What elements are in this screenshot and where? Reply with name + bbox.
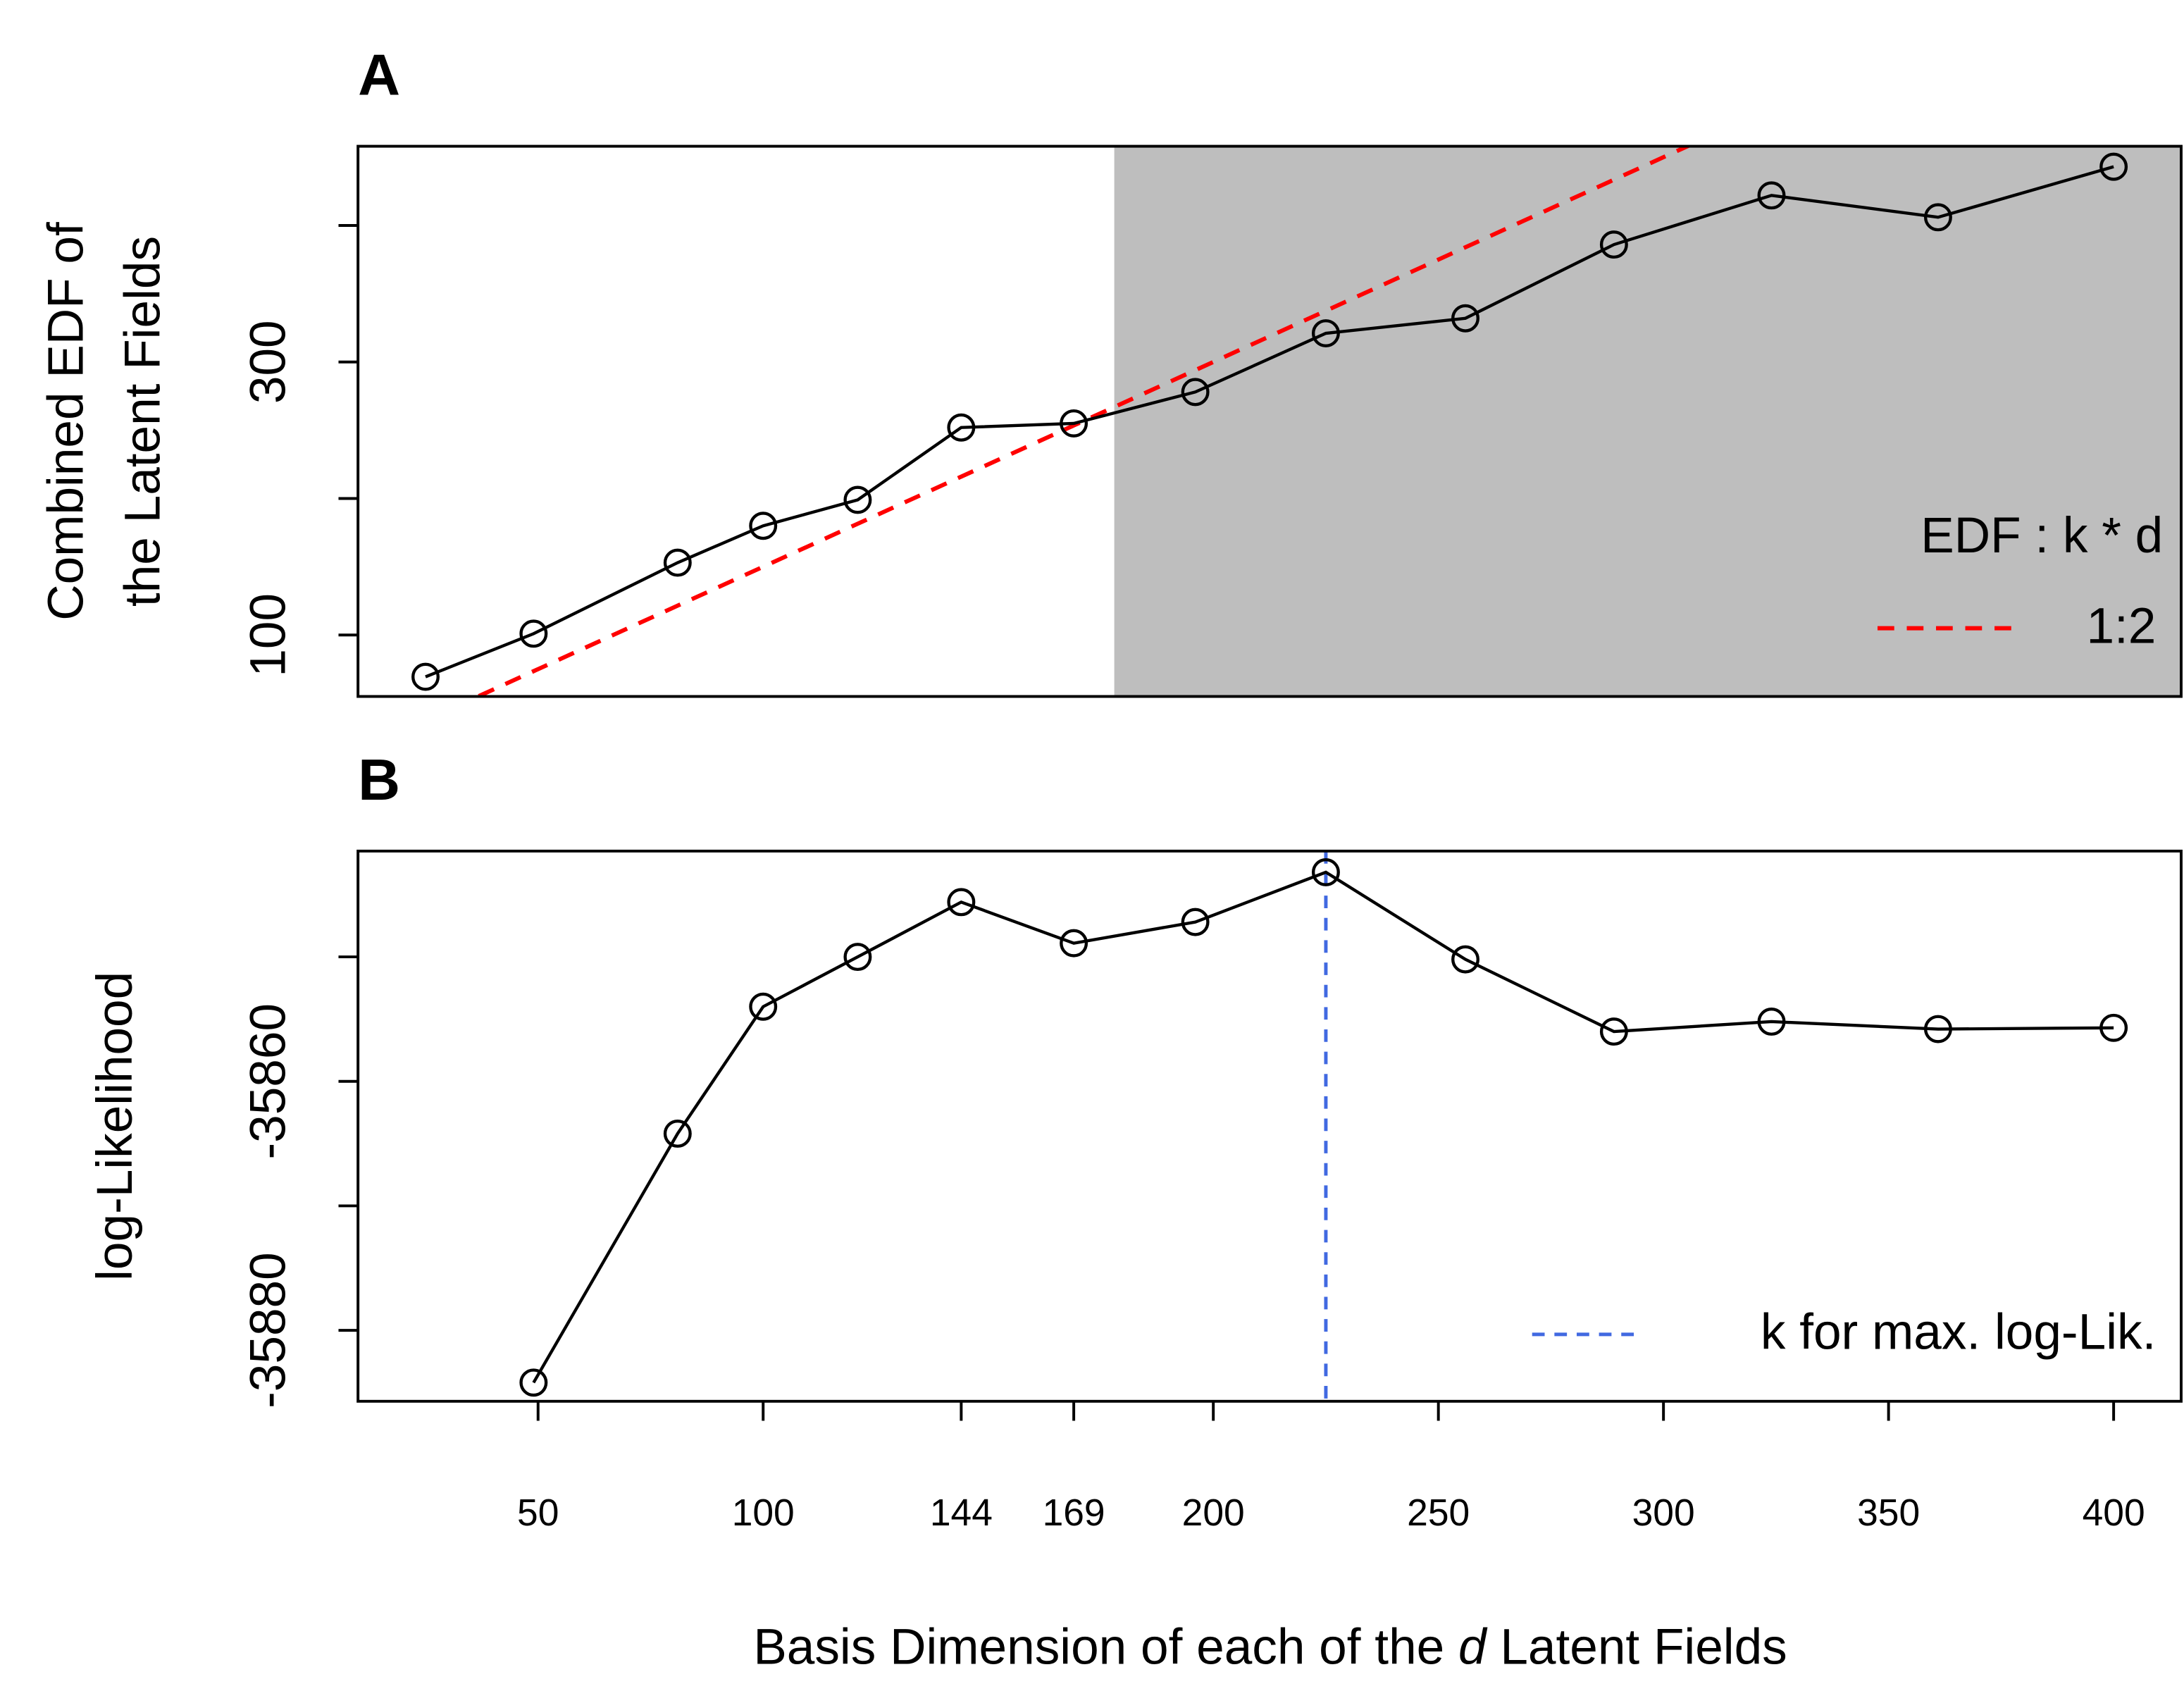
data-point [663,1119,692,1148]
data-point [2099,152,2128,181]
plot-area [425,146,2181,697]
y-axis-label: log-Likelihood [87,972,143,1281]
legend-title: EDF : k * d [1921,508,2163,564]
y-tick-label: 100 [240,593,296,677]
x-axis-label: Basis Dimension of each of the d Latent … [753,1619,1787,1675]
plot-frame [356,144,2183,698]
data-point [843,943,872,972]
data-line [425,165,2114,679]
data-point [1451,304,1479,333]
y-tick-label: -35860 [240,1003,296,1160]
data-point [947,413,976,442]
plot-area [532,850,2114,1401]
y-axis-label: Combined EDF of [39,222,94,621]
shaded-region [1114,146,2181,697]
x-tick-label: 200 [1182,1492,1245,1534]
data-point [749,992,778,1021]
y-tick-label: 300 [240,320,296,404]
data-point [1599,230,1628,259]
data-point [663,548,692,577]
data-point [1923,203,1952,232]
data-point [1757,181,1786,210]
data-point [1060,929,1088,958]
x-tick-label: 250 [1407,1492,1470,1534]
data-point [1181,908,1210,936]
x-axis-label-part: d [1458,1619,1488,1675]
x-tick-label: 144 [930,1492,993,1534]
data-point [519,1368,548,1397]
legend-label: 1:2 [2086,598,2156,654]
data-point [1060,409,1088,438]
plot-frame [356,849,2183,1403]
data-point [1599,1017,1628,1046]
data-point [1311,319,1340,348]
x-tick-label: 400 [2083,1492,2145,1534]
x-tick-label: 100 [732,1492,795,1534]
reference-line [473,146,1693,697]
x-tick-label: 350 [1857,1492,1920,1534]
data-point [1757,1007,1786,1036]
x-axis-label-part: Basis Dimension of each of the [753,1619,1458,1675]
x-tick-label: 50 [517,1492,559,1534]
x-tick-label: 300 [1632,1492,1695,1534]
y-axis-label: the Latent Fields [115,236,170,607]
panel-title: A [358,42,400,108]
x-tick-label: 169 [1043,1492,1105,1534]
data-point [947,888,976,917]
data-point [411,662,440,691]
data-point [1311,857,1340,886]
data-point [749,512,778,540]
data-point [843,485,872,514]
legend-label: k for max. log-Lik. [1761,1305,2157,1361]
data-line [532,870,2114,1384]
panel-title: B [358,747,400,812]
x-axis-label-part: Latent Fields [1487,1619,1787,1675]
data-point [1181,378,1210,407]
y-tick-label: -35880 [240,1252,296,1408]
data-point [1451,945,1479,974]
data-point [519,619,548,648]
data-point [2099,1013,2128,1042]
data-point [1923,1015,1952,1043]
